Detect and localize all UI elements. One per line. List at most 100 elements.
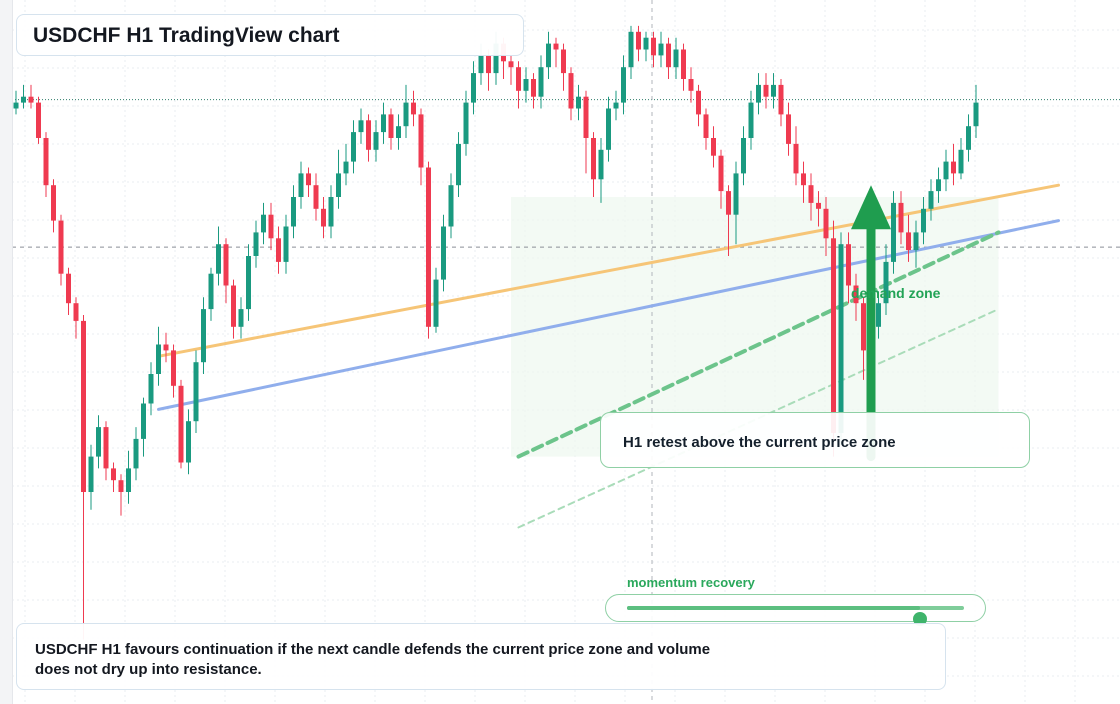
candle-body [81,320,86,492]
candle-body [358,120,364,133]
candle-body [88,456,94,492]
candle-body [133,438,139,469]
candle-body [298,173,304,197]
candle-body [313,185,319,209]
candle [366,114,371,162]
candle [313,173,319,221]
candle-body [283,226,289,262]
candle-body [508,61,514,68]
candle-body [771,84,776,97]
momentum-label: momentum recovery [627,575,755,590]
candle-body [201,309,206,363]
candle [546,31,551,79]
candle [718,149,724,209]
candle [103,421,109,481]
candle [396,114,401,150]
candle-body [426,167,431,327]
candle [336,149,341,209]
candle-body [898,202,904,233]
momentum-slider[interactable] [605,594,986,626]
candle-body [831,238,836,433]
momentum-slider-thumb[interactable] [913,612,928,626]
candle-body [171,350,176,386]
candle [388,108,394,150]
candle-body [643,37,649,50]
candle [673,37,679,79]
candle-body [396,126,401,138]
candle-body [261,214,266,233]
candle-body [103,427,109,469]
candle-body [118,480,124,492]
candle [433,267,439,333]
momentum-slider-track[interactable] [627,606,964,626]
candle [208,267,214,321]
candle-body [328,197,334,227]
candle-body [733,173,739,215]
candle [883,244,889,315]
candle-body [238,309,244,327]
candle [711,126,716,168]
candle [771,73,776,109]
candle [733,161,739,245]
candle [246,244,251,321]
candle-body [486,55,491,74]
candle-body [801,173,806,186]
candle [628,25,634,79]
candle-body [418,114,424,168]
candle [793,126,799,186]
candle [876,291,881,339]
candle [658,31,664,68]
candle-body [141,403,146,439]
candle-body [553,43,559,50]
candle [598,138,604,203]
candle [898,191,904,245]
candle-body [696,90,701,115]
candle [726,185,731,256]
candle-body [606,108,611,150]
candle-body [291,197,296,227]
candle [636,25,641,62]
candle [688,67,694,103]
candle-body [186,421,191,463]
candle-body [673,49,679,68]
candle-body [21,96,26,103]
candle [516,61,521,109]
candle [471,61,476,115]
candle-body [778,84,784,115]
candle [73,297,79,339]
candle-body [703,114,709,138]
candle-body [756,84,761,103]
candle-body [718,155,724,192]
candle-body [478,55,484,74]
price-scale-strip[interactable] [0,0,13,704]
candle [756,73,761,115]
candle-body [861,303,866,351]
candle [906,214,911,262]
candle-body [913,232,919,251]
retest-callout-text: H1 retest above the current price zone [623,434,896,451]
candle [141,397,146,457]
candle-body [373,132,379,150]
candle [148,362,154,416]
candle-body [66,273,71,304]
candle-body [561,49,566,74]
candle [351,120,356,174]
candle-body [688,79,694,91]
candle [786,102,791,156]
candle [13,90,19,115]
candle [156,326,161,386]
candle-body [583,96,589,138]
candle-body [936,179,941,192]
candle-body [928,191,934,209]
candle-body [546,43,551,68]
chart-title: USDCHF H1 TradingView chart [33,24,340,47]
candle [193,350,199,433]
candle-body [43,138,49,186]
candle [111,462,116,492]
candle-body [531,79,536,97]
candle [553,37,559,68]
candle [741,126,746,186]
candle [163,332,169,363]
candle [958,138,964,180]
candle [921,197,926,245]
